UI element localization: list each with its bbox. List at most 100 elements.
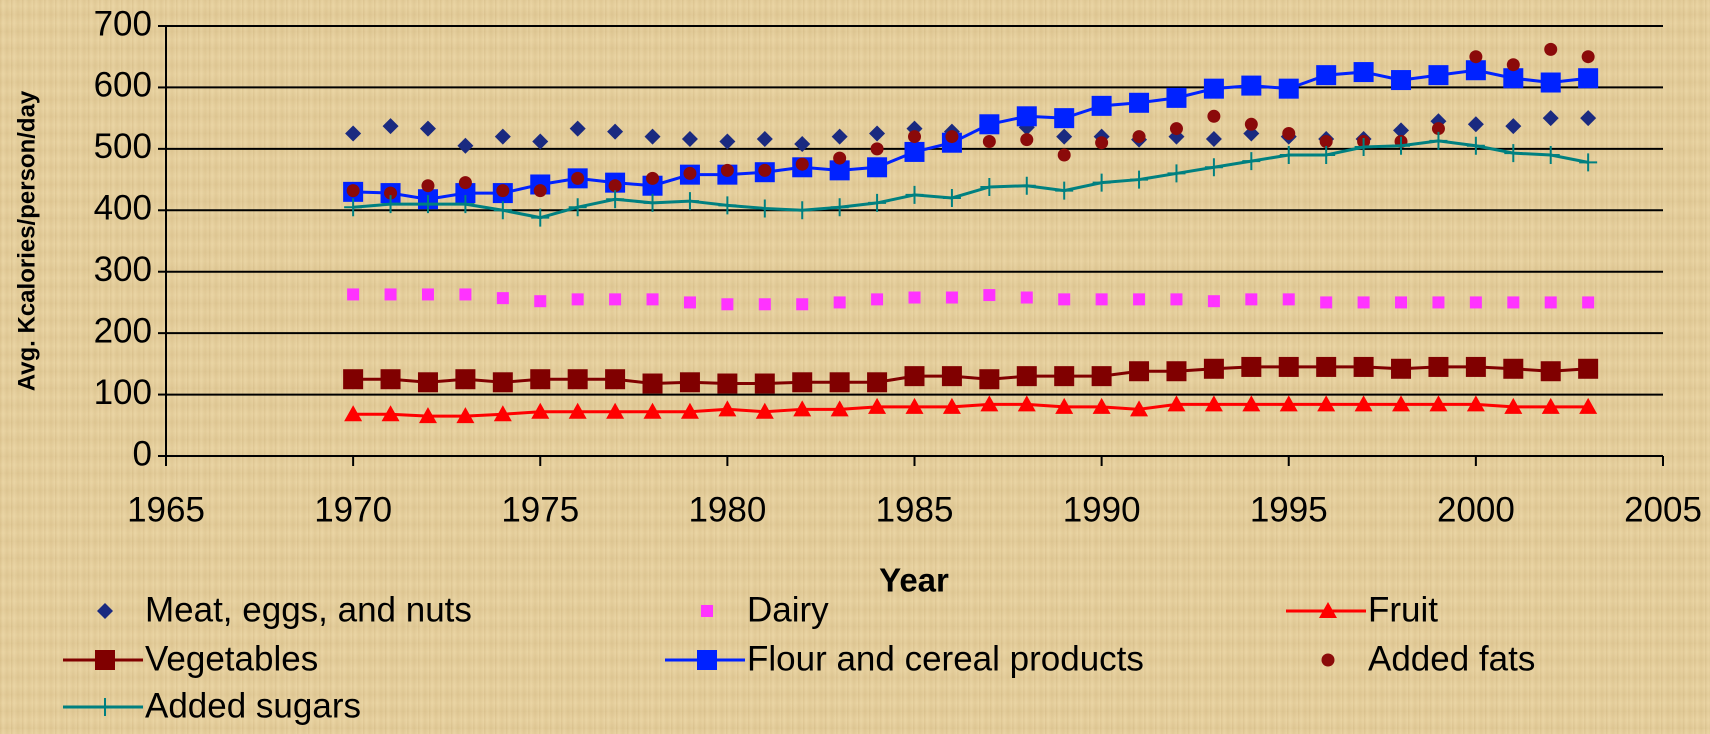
marker: [1092, 173, 1111, 192]
marker: [1507, 296, 1520, 309]
marker: [493, 405, 512, 422]
marker: [680, 192, 699, 211]
marker: [758, 163, 772, 177]
series-line: [353, 68, 1589, 201]
marker: [1544, 42, 1558, 56]
marker: [458, 176, 472, 190]
marker: [904, 366, 925, 387]
marker: [346, 184, 360, 198]
marker: [421, 288, 434, 301]
marker: [1503, 358, 1524, 379]
legend-marker: [701, 605, 713, 617]
x-axis-title: Year: [879, 562, 949, 599]
marker: [384, 288, 397, 301]
marker: [1241, 75, 1262, 96]
marker: [609, 293, 622, 306]
marker: [1279, 146, 1298, 164]
marker: [1167, 395, 1186, 412]
x-tick-label: 1980: [688, 490, 766, 529]
marker: [721, 298, 734, 311]
marker: [417, 372, 438, 393]
marker: [1316, 356, 1337, 377]
marker: [1207, 295, 1220, 308]
marker: [1130, 400, 1149, 417]
x-tick-label: 2000: [1437, 490, 1515, 529]
marker: [646, 293, 659, 306]
marker: [1540, 72, 1561, 93]
marker: [1429, 131, 1448, 150]
marker: [792, 372, 813, 393]
marker: [1579, 153, 1598, 172]
marker: [418, 195, 437, 214]
marker: [1166, 361, 1187, 382]
marker: [870, 142, 884, 156]
marker: [1017, 176, 1036, 195]
y-tick-label: 200: [94, 311, 152, 350]
marker: [381, 195, 400, 214]
marker: [1391, 70, 1412, 91]
marker: [1504, 397, 1523, 414]
marker: [1317, 146, 1336, 164]
marker: [683, 166, 697, 180]
x-tick-label: 2005: [1624, 490, 1702, 529]
marker: [1469, 50, 1483, 64]
marker: [718, 196, 737, 215]
y-tick-label: 700: [94, 4, 152, 43]
marker: [945, 130, 959, 144]
marker: [608, 179, 622, 193]
marker: [1429, 395, 1448, 412]
marker: [459, 288, 472, 301]
marker: [833, 296, 846, 309]
marker: [1320, 296, 1333, 309]
marker: [344, 198, 363, 217]
marker: [345, 125, 362, 142]
marker: [644, 128, 661, 145]
marker: [568, 198, 587, 217]
marker: [1392, 395, 1411, 412]
series-line: [353, 402, 1589, 418]
marker: [679, 372, 700, 393]
marker: [1541, 397, 1560, 414]
legend-label: Vegetables: [145, 639, 318, 678]
marker: [868, 193, 887, 212]
legend-marker: [95, 650, 115, 670]
marker: [1319, 134, 1333, 148]
marker: [1282, 293, 1295, 306]
marker: [1466, 395, 1485, 412]
marker: [1465, 60, 1486, 81]
legend-label: Added sugars: [145, 686, 361, 725]
marker: [492, 372, 513, 393]
marker: [1542, 110, 1559, 127]
marker: [1432, 296, 1445, 309]
marker: [1167, 164, 1186, 183]
marker: [606, 402, 625, 419]
marker: [1279, 395, 1298, 412]
marker: [979, 369, 1000, 390]
marker: [605, 369, 626, 390]
marker: [1170, 293, 1183, 306]
marker: [1317, 395, 1336, 412]
marker: [493, 201, 512, 220]
marker: [1204, 395, 1223, 412]
marker: [983, 289, 996, 302]
marker: [646, 171, 660, 185]
marker: [384, 186, 398, 200]
series-line: [353, 365, 1589, 386]
marker: [756, 131, 773, 148]
marker: [1353, 356, 1374, 377]
marker: [1243, 125, 1260, 142]
marker: [680, 402, 699, 419]
x-tick-label: 1970: [314, 490, 392, 529]
marker: [868, 397, 887, 414]
marker: [1581, 50, 1595, 64]
x-tick-label: 1985: [876, 490, 954, 529]
marker: [421, 179, 435, 193]
marker: [871, 293, 884, 306]
marker: [1469, 296, 1482, 309]
marker: [755, 199, 774, 218]
marker: [719, 133, 736, 150]
marker: [567, 369, 588, 390]
marker: [1055, 181, 1074, 200]
marker: [830, 400, 849, 417]
marker: [1203, 358, 1224, 379]
